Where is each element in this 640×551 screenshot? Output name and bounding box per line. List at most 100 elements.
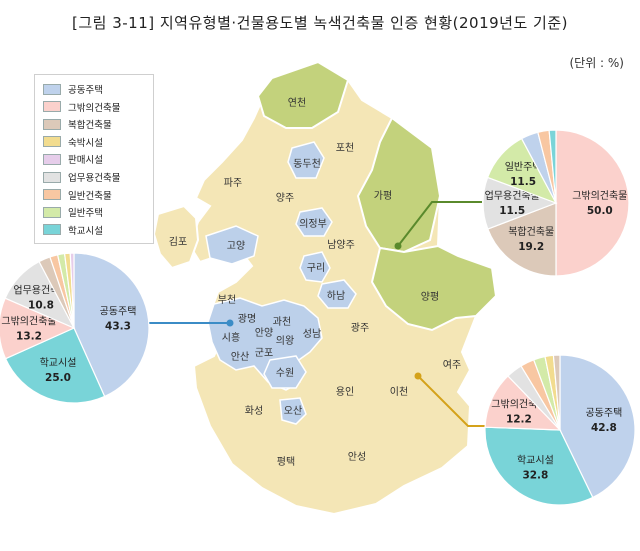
region-label-gwangju: 광주: [351, 322, 369, 334]
legend-swatch: [43, 153, 61, 165]
legend-label: 그밖의건축물: [68, 102, 121, 114]
legend-label: 숙박시설: [68, 137, 103, 149]
pie-slice: [555, 129, 630, 277]
pie-slice-value: 42.8: [591, 422, 617, 434]
region-label-osan: 오산: [284, 405, 302, 417]
region-label-anyang: 안양: [255, 327, 273, 339]
region-label-bucheon: 부천: [218, 294, 236, 306]
gyeonggi-map: [152, 60, 498, 516]
pie-slice-label: 공동주택: [585, 407, 622, 419]
region-label-gwacheon: 과천: [273, 316, 291, 328]
region-label-namyangju: 남양주: [327, 239, 355, 251]
pie-connectors: [148, 201, 486, 427]
legend-item: 그밖의건축물: [43, 100, 120, 114]
region-label-gapyeong: 가평: [374, 190, 392, 202]
legend-item: 복합건축물: [43, 117, 112, 131]
pie-slice-label: 일반주택: [505, 161, 542, 173]
region-label-uiwang: 의왕: [276, 335, 294, 347]
pie-slice-label: 공동주택: [100, 306, 137, 318]
pie-slice-value: 50.0: [587, 205, 613, 217]
map-goyang: [205, 225, 259, 265]
map-yeoncheon: [256, 60, 350, 129]
region-label-yeoju: 여주: [443, 359, 461, 371]
pie-slice-value: 12.2: [506, 414, 532, 426]
legend-label: 업무용건축물: [68, 173, 121, 184]
pie-slice-value: 19.2: [518, 241, 544, 253]
legend-item: 공동주택: [43, 82, 103, 96]
legend-swatch: [43, 206, 61, 218]
figure-title: [그림 3-11] 지역유형별·건물용도별 녹색건축물 인증 현황(2019년도…: [71, 14, 568, 32]
connector-gold-line: [417, 375, 486, 427]
legend-item: 숙박시설: [43, 135, 103, 149]
legend-swatch: [43, 171, 61, 183]
legend-swatch: [43, 83, 61, 95]
pie-slice-label: 복합건축물: [508, 226, 554, 238]
map-suwon: [263, 355, 307, 389]
region-label-guri: 구리: [307, 262, 325, 274]
pie-slice-label: 학교시설: [517, 455, 554, 467]
legend-label: 학교시설: [68, 225, 103, 237]
pie-slice-value: 11.5: [499, 205, 525, 217]
region-label-goyang: 고양: [227, 240, 245, 252]
region-label-suwon: 수원: [276, 367, 294, 379]
map-osan: [279, 397, 307, 425]
map-yangpyeong: [370, 244, 498, 332]
legend-item: 일반건축물: [43, 188, 112, 202]
map-dongducheon: [287, 141, 325, 179]
region-label-pyeongtaek: 평택: [277, 456, 295, 468]
region-label-gwangmyeong: 광명: [238, 313, 256, 325]
pie-slice-value: 13.2: [16, 330, 42, 342]
pie-slice: [0, 297, 76, 360]
pie-slice: [487, 202, 557, 277]
region-label-dongducheon: 동두천: [293, 158, 321, 170]
legend-item: 업무용건축물: [43, 170, 120, 184]
pie-slice-label: 학교시설: [40, 357, 77, 369]
region-label-icheon: 이천: [390, 386, 408, 398]
pie-slice-label: 그밖의건축물: [1, 315, 56, 327]
region-label-hwaseong: 화성: [245, 405, 263, 417]
legend-swatch: [43, 118, 61, 130]
legend-swatch: [43, 101, 61, 113]
pie-slice-value: 10.8: [28, 299, 54, 311]
legend-item: 판매시설: [43, 152, 103, 166]
legend-swatch: [43, 224, 61, 236]
map-hanam: [317, 279, 357, 309]
region-label-yongin: 용인: [336, 386, 354, 398]
region-label-uijeongbu: 의정부: [299, 218, 327, 230]
legend-label: 일반건축물: [68, 190, 112, 202]
pie-charts: 공동주택 43.3 학교시설 25.0 그밖의건축물 13.2 업무용건축물 10.8 그밖의건…: [0, 129, 636, 506]
pie-slice: [69, 252, 75, 329]
connector-gold-dot: [414, 372, 422, 380]
region-label-pocheon: 포천: [336, 142, 354, 154]
pie-slice: [484, 426, 594, 506]
region-label-ansan: 안산: [231, 351, 249, 363]
map-uijeongbu: [295, 207, 333, 237]
pie-slice: [559, 354, 636, 499]
pie-slice: [73, 252, 150, 398]
connector-blue-dot: [226, 319, 234, 327]
region-label-yangpyeong: 양평: [421, 291, 439, 303]
legend-item: 학교시설: [43, 223, 103, 237]
region-label-anseong: 안성: [348, 451, 366, 463]
region-label-siheung: 시흥: [222, 331, 240, 344]
pie-slice: [4, 327, 106, 404]
map-guri: [299, 251, 331, 283]
legend-label: 판매시설: [68, 155, 103, 167]
unit-label: (단위 : %): [569, 56, 624, 70]
connector-green-line: [397, 201, 482, 247]
pie-slice-value: 11.5: [510, 176, 536, 188]
pie-slice: [548, 129, 557, 204]
legend-swatch: [43, 189, 61, 201]
pie-slice-value: 43.3: [105, 321, 131, 333]
map-gimpo: [152, 204, 200, 270]
region-label-yangju: 양주: [276, 192, 294, 204]
pie-slice-label: 그밖의건축물: [572, 190, 627, 202]
legend-item: 일반주택: [43, 205, 103, 219]
legend-label: 공동주택: [68, 85, 103, 96]
pie-slice-value: 32.8: [522, 470, 548, 482]
pie-slice: [552, 354, 561, 431]
region-label-hanam: 하남: [327, 289, 345, 302]
